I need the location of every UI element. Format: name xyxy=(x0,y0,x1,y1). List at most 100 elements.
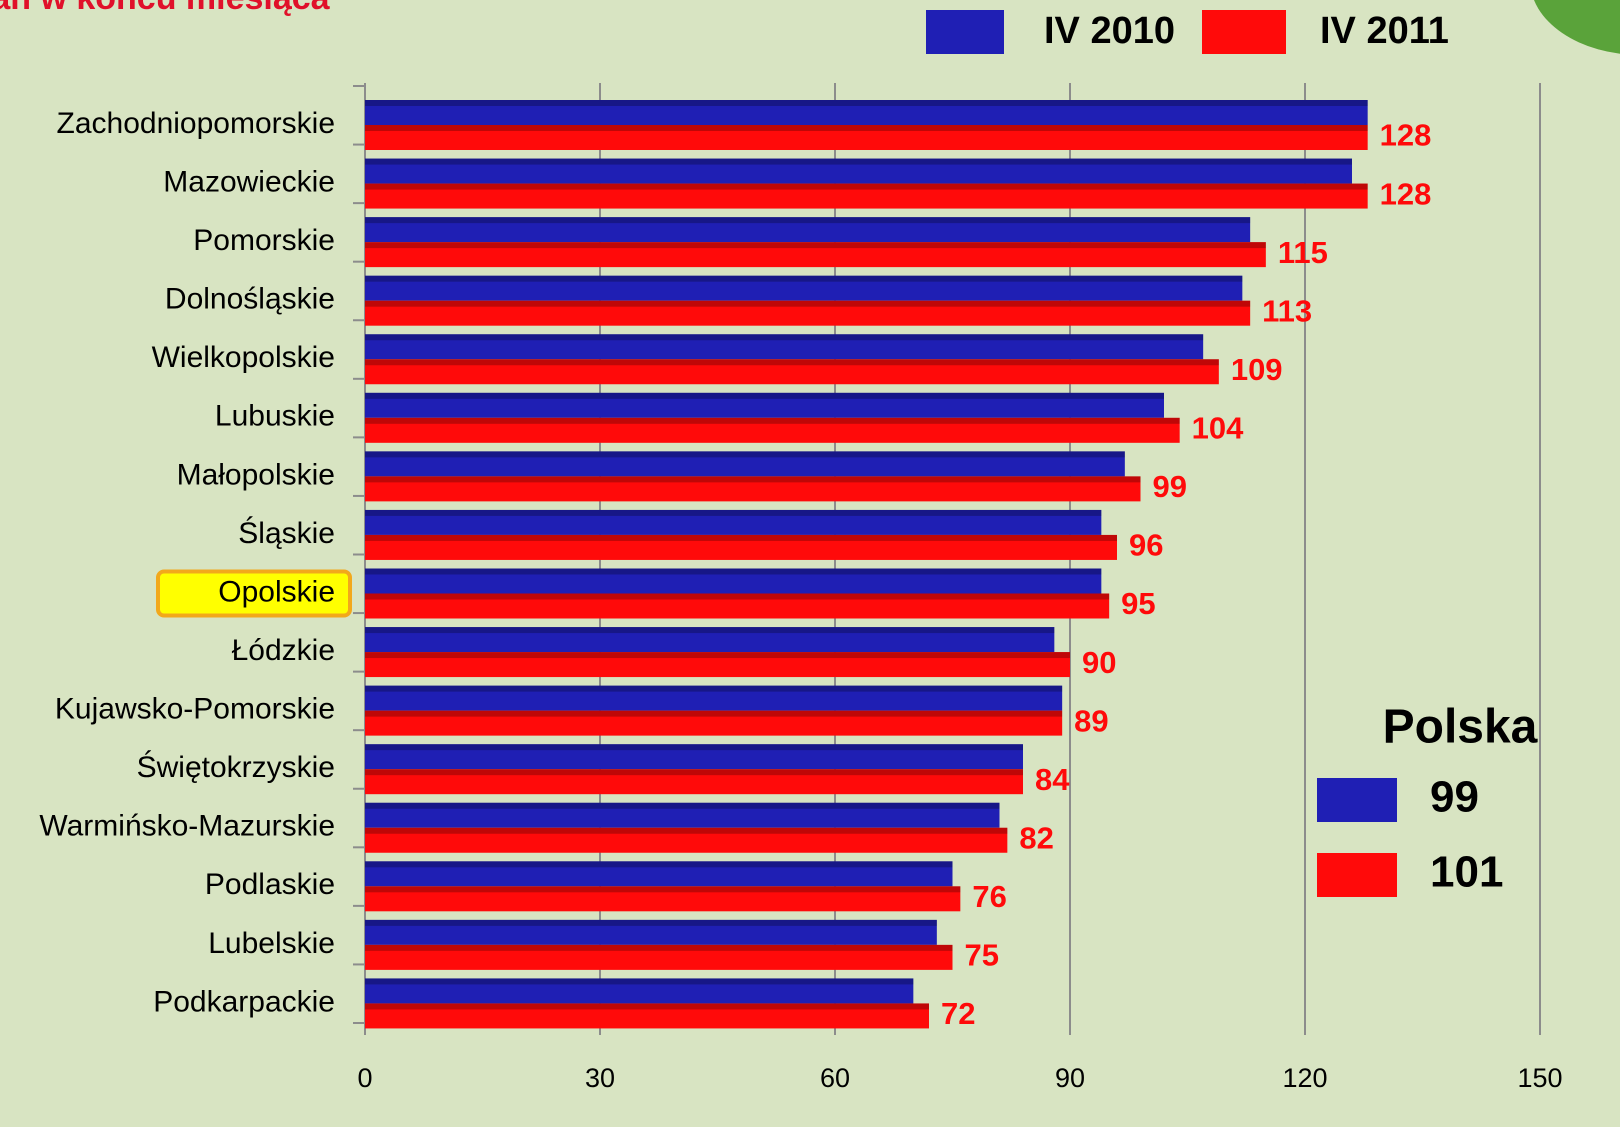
bar-shade xyxy=(365,476,1141,483)
bar xyxy=(365,978,914,1004)
y-tick-label: Łódzkie xyxy=(232,634,335,667)
chart-title: tan w końcu miesiąca xyxy=(0,0,331,17)
y-tick-label: Warmińsko-Mazurskie xyxy=(39,810,335,843)
data-label: 113 xyxy=(1262,293,1312,328)
bar-shade xyxy=(365,158,1352,165)
data-label: 72 xyxy=(941,996,975,1031)
x-tick-label: 60 xyxy=(820,1063,850,1093)
y-tick-label: Wielkopolskie xyxy=(152,341,335,374)
x-tick-label: 30 xyxy=(585,1063,615,1093)
bar xyxy=(365,802,1000,828)
bar-shade xyxy=(365,100,1368,106)
legend-swatch xyxy=(926,10,1004,54)
bar xyxy=(365,476,1141,502)
bar xyxy=(365,509,1102,535)
x-tick-label: 90 xyxy=(1055,1063,1085,1093)
bar xyxy=(365,919,937,945)
y-tick-label: Dolnośląskie xyxy=(165,283,335,316)
legend-label: IV 2011 xyxy=(1320,10,1449,52)
bar-shade xyxy=(365,919,937,926)
bar-shade xyxy=(365,978,914,985)
corner-decoration xyxy=(1533,0,1620,54)
bar-shade xyxy=(365,417,1180,424)
bar-shade xyxy=(365,593,1110,600)
y-tick-label: Opolskie xyxy=(218,575,335,608)
y-tick-label: Śląskie xyxy=(238,516,335,550)
y-tick-label: Kujawsko-Pomorskie xyxy=(55,693,335,726)
bar-shade xyxy=(365,217,1251,224)
y-tick-label: Mazowieckie xyxy=(163,165,335,198)
legend-swatch xyxy=(1202,10,1286,54)
y-tick-label: Lubuskie xyxy=(215,400,335,433)
bar xyxy=(365,451,1125,477)
bar xyxy=(365,300,1251,326)
bar-shade xyxy=(365,769,1023,776)
bar xyxy=(365,158,1352,184)
bar xyxy=(365,534,1117,560)
data-label: 89 xyxy=(1074,703,1108,738)
bar-shade xyxy=(365,744,1023,751)
bar-shade xyxy=(365,275,1243,282)
bar-shade xyxy=(365,1003,929,1010)
bar xyxy=(365,652,1070,678)
bar-shade xyxy=(365,183,1368,190)
bar-shade xyxy=(365,827,1008,834)
data-label: 82 xyxy=(1019,820,1053,855)
highlight-box xyxy=(156,569,352,618)
bar-shade xyxy=(365,334,1204,341)
data-label: 115 xyxy=(1278,235,1328,270)
bar xyxy=(365,944,953,970)
data-label: 128 xyxy=(1380,176,1432,211)
data-label: 104 xyxy=(1192,411,1244,446)
summary-swatch xyxy=(1317,778,1397,822)
bar xyxy=(365,392,1164,418)
legend-label: IV 2010 xyxy=(1044,10,1175,52)
bar-shade xyxy=(365,359,1219,366)
bar-shade xyxy=(365,802,1000,809)
y-tick-label: Pomorskie xyxy=(193,224,335,257)
data-label: 90 xyxy=(1082,645,1116,680)
bar xyxy=(365,334,1204,360)
y-tick-label: Lubelskie xyxy=(208,927,335,960)
summary-value: 101 xyxy=(1430,848,1503,897)
y-tick-label: Zachodniopomorskie xyxy=(57,107,335,140)
bar xyxy=(365,593,1110,619)
bar xyxy=(365,861,953,887)
summary-swatch xyxy=(1317,853,1397,897)
bar-shade xyxy=(365,652,1070,659)
data-label: 95 xyxy=(1121,586,1155,621)
bar xyxy=(365,886,961,912)
x-tick-label: 150 xyxy=(1517,1063,1562,1093)
bar xyxy=(365,1003,929,1029)
bar xyxy=(365,769,1023,795)
bar xyxy=(365,359,1219,385)
bar-shade xyxy=(365,125,1368,131)
data-label: 76 xyxy=(972,879,1006,914)
bar-shade xyxy=(365,509,1102,516)
x-tick-label: 0 xyxy=(357,1063,372,1093)
data-label: 75 xyxy=(965,938,999,973)
data-label: 96 xyxy=(1129,528,1163,563)
bar-shade xyxy=(365,392,1164,399)
bar xyxy=(365,685,1063,711)
y-tick-label: Podlaskie xyxy=(205,868,335,901)
bar xyxy=(365,217,1251,243)
bar xyxy=(365,568,1102,594)
bar xyxy=(365,744,1023,770)
bar xyxy=(365,242,1266,268)
bar-shade xyxy=(365,710,1063,717)
data-label: 128 xyxy=(1380,118,1432,153)
summary-title: Polska xyxy=(1383,701,1538,754)
y-tick-label: Małopolskie xyxy=(177,458,335,491)
bar xyxy=(365,417,1180,443)
bar xyxy=(365,827,1008,853)
bar-shade xyxy=(365,627,1055,634)
bar xyxy=(365,125,1368,150)
y-tick-label: Podkarpackie xyxy=(153,985,335,1018)
bar xyxy=(365,100,1368,125)
bar-shade xyxy=(365,451,1125,458)
bar-shade xyxy=(365,534,1117,541)
summary-value: 99 xyxy=(1430,773,1479,822)
data-label: 84 xyxy=(1035,762,1070,797)
